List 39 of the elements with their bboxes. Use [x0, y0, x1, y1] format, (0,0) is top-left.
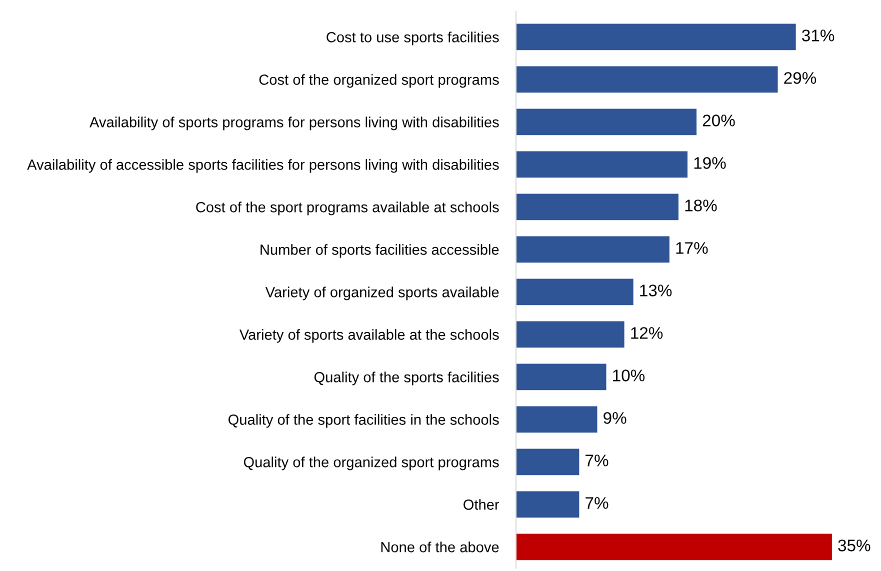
y-tick-label: Quality of the organized sport programs [244, 456, 499, 470]
data-label: 19% [694, 157, 726, 169]
bar [516, 278, 634, 306]
data-label: 18% [685, 200, 717, 212]
y-tick-label: Cost of the organized sport programs [259, 74, 499, 88]
y-tick-label: Availability of sports programs for persons living with disabilities [90, 116, 499, 130]
bar [516, 448, 580, 476]
bar [516, 194, 678, 220]
bar [516, 491, 580, 518]
data-label: 13% [640, 284, 672, 296]
y-tick-label: None of the above [381, 542, 499, 552]
bar [516, 321, 624, 348]
data-label: 7% [586, 454, 608, 466]
y-tick-label: Variety of sports available at the schools [239, 329, 499, 343]
bar [516, 236, 670, 263]
bar [516, 66, 778, 93]
data-label: 35% [838, 540, 870, 552]
data-label: 17% [676, 242, 708, 254]
y-tick-label: Other [464, 499, 500, 510]
y-tick-label: Quality of the sport facilities in the schools [228, 414, 499, 428]
bar [516, 534, 832, 560]
bar [516, 108, 697, 136]
y-tick-label: Cost of the sport programs available at schools [196, 202, 499, 216]
data-label: 10% [613, 370, 645, 382]
y-tick-label: Variety of organized sports available [265, 286, 499, 300]
data-label: 9% [604, 412, 626, 424]
y-tick-label: Quality of the sports facilities [314, 372, 499, 386]
bar [516, 24, 796, 50]
y-tick-label: Number of sports facilities accessible [260, 244, 499, 258]
data-label: 12% [631, 327, 663, 339]
data-label: 7% [586, 497, 608, 509]
bar [516, 151, 688, 178]
data-label: 20% [702, 114, 735, 126]
y-tick-label: Cost to use sports facilities [326, 32, 499, 46]
data-label: 29% [784, 72, 816, 84]
bar [516, 406, 598, 433]
y-tick-label: Availability of accessible sports facilities for persons living with disabilities [27, 159, 499, 173]
bar [516, 364, 606, 390]
data-label: 31% [802, 30, 834, 42]
